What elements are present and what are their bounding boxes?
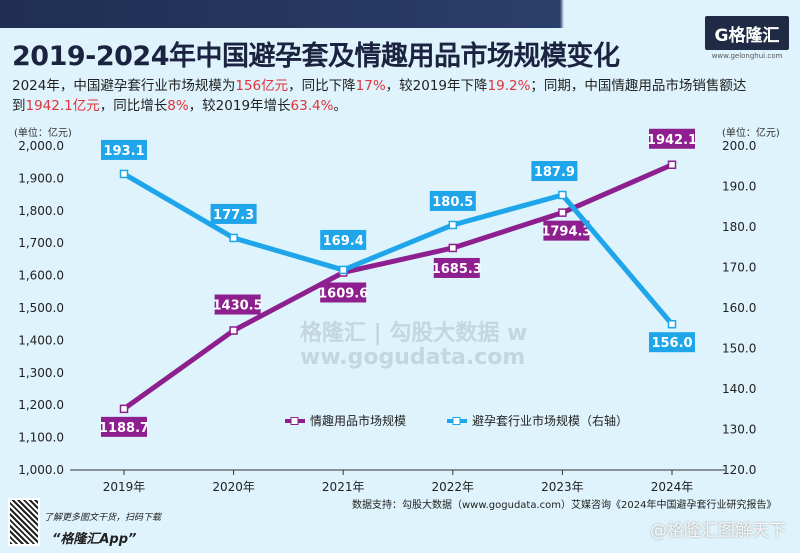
left-tick-label: 1,400.0 xyxy=(18,333,64,347)
data-label: 187.9 xyxy=(534,165,575,180)
right-tick-label: 160.0 xyxy=(722,301,756,315)
legend-marker xyxy=(290,417,299,425)
page-title: 2019-2024年中国避孕套及情趣用品市场规模变化 xyxy=(12,41,620,72)
data-label: 1188.7 xyxy=(99,421,149,436)
data-point xyxy=(119,404,129,414)
data-label: 1794.3 xyxy=(541,225,591,240)
data-label: 1430.5 xyxy=(213,299,263,314)
right-tick-label: 150.0 xyxy=(722,342,756,356)
data-point xyxy=(448,220,458,230)
brand-logo: G格隆汇 xyxy=(705,16,789,50)
data-label-box xyxy=(214,294,261,315)
data-label-box xyxy=(101,139,147,160)
x-tick-label: 2019年 xyxy=(103,480,146,494)
legend-label: 避孕套行业市场规模（右轴） xyxy=(472,413,628,428)
top-banner xyxy=(0,0,800,28)
data-point xyxy=(558,190,567,200)
data-label-box xyxy=(320,282,367,303)
data-point xyxy=(448,243,458,253)
weibo-watermark: @格隆汇图解天下 xyxy=(650,521,786,541)
series-line-adult-products xyxy=(122,162,674,411)
data-label: 180.5 xyxy=(432,195,473,210)
data-point xyxy=(667,319,677,329)
right-tick-label: 200.0 xyxy=(722,139,756,153)
center-watermark: 格隆汇 | 勾股大数据 www.gogudata.com xyxy=(300,321,528,370)
x-tick-label: 2021年 xyxy=(322,480,365,494)
data-label-box xyxy=(210,203,257,224)
series-line-condom xyxy=(122,171,674,326)
left-tick-label: 1,600.0 xyxy=(18,269,64,283)
footer-tip: 了解更多图文干货，扫码下载 xyxy=(44,513,162,523)
right-tick-label: 180.0 xyxy=(722,220,756,234)
data-point xyxy=(558,208,567,217)
x-tick-label: 2023年 xyxy=(541,480,584,494)
qr-code xyxy=(8,498,40,546)
data-label-box xyxy=(433,257,480,278)
left-tick-label: 1,100.0 xyxy=(18,431,64,445)
x-tick-label: 2022年 xyxy=(432,480,475,494)
data-point xyxy=(338,265,348,275)
data-label: 193.1 xyxy=(103,144,144,159)
left-axis-unit: (单位：亿元) xyxy=(14,128,72,139)
data-label: 156.0 xyxy=(651,336,692,351)
data-point xyxy=(119,169,129,179)
x-tick-label: 2020年 xyxy=(212,480,255,494)
data-point xyxy=(667,160,677,170)
right-tick-label: 120.0 xyxy=(722,463,756,477)
right-axis-unit: (单位：亿元) xyxy=(722,128,780,139)
data-label: 1685.3 xyxy=(432,262,482,277)
left-tick-label: 1,500.0 xyxy=(18,301,64,315)
left-tick-label: 1,700.0 xyxy=(18,236,64,250)
left-tick-label: 1,800.0 xyxy=(18,204,64,218)
data-label: 1609.6 xyxy=(318,286,368,301)
summary-text: 2024年，中国避孕套行业市场规模为156亿元，同比下降17%，较2019年下降… xyxy=(12,78,747,114)
data-label-box xyxy=(101,416,147,437)
right-tick-label: 140.0 xyxy=(722,382,756,396)
left-tick-label: 2,000.0 xyxy=(18,139,64,153)
data-point xyxy=(229,233,238,243)
data-label-box xyxy=(649,128,695,149)
data-label: 169.4 xyxy=(323,234,364,249)
footer-app: “格隆汇App” xyxy=(52,532,137,547)
data-point xyxy=(229,326,238,335)
left-tick-label: 1,200.0 xyxy=(18,398,64,412)
legend-marker xyxy=(452,417,461,425)
brand-url: www.gelonghui.com xyxy=(711,52,783,60)
data-source: 数据支持：勾股大数据（www.gogudata.com）艾媒咨询《2024年中国… xyxy=(352,500,777,511)
left-tick-label: 1,900.0 xyxy=(18,171,64,185)
right-tick-label: 130.0 xyxy=(722,423,756,437)
left-tick-label: 1,000.0 xyxy=(18,463,64,477)
right-tick-label: 190.0 xyxy=(722,180,756,194)
right-tick-label: 170.0 xyxy=(722,261,756,275)
data-label: 1942.1 xyxy=(647,133,697,148)
data-label-box xyxy=(543,220,590,241)
legend-label: 情趣用品市场规模 xyxy=(310,413,406,428)
left-tick-label: 1,300.0 xyxy=(18,366,64,380)
data-label: 177.3 xyxy=(213,208,254,223)
data-label-box xyxy=(531,161,578,182)
x-tick-label: 2024年 xyxy=(651,480,694,494)
data-label-box xyxy=(649,332,695,353)
data-label-box xyxy=(429,190,476,211)
data-label-box xyxy=(320,229,367,250)
